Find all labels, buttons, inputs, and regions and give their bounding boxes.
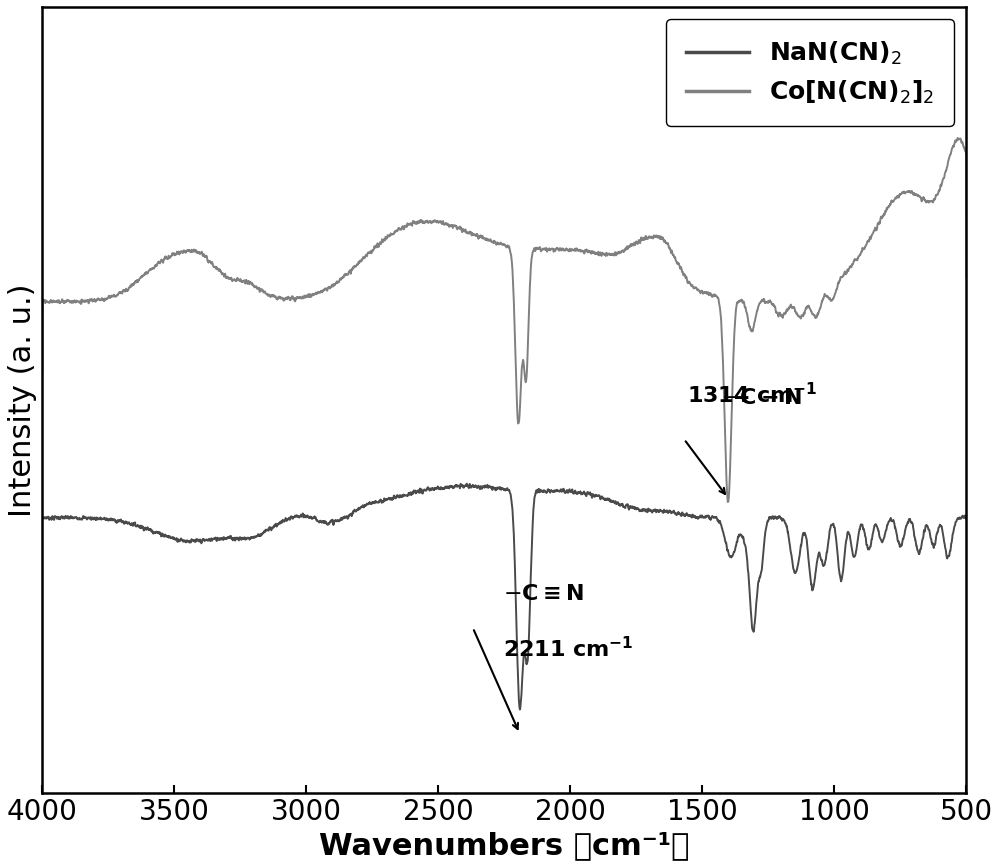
Text: $\mathbf{1314\ cm^{-1}}$: $\mathbf{1314\ cm^{-1}}$: [687, 382, 817, 407]
Text: $-\mathbf{C-N}$: $-\mathbf{C-N}$: [721, 388, 802, 407]
Legend: NaN(CN)$_2$, Co[N(CN)$_2$]$_2$: NaN(CN)$_2$, Co[N(CN)$_2$]$_2$: [666, 19, 954, 127]
Text: $-\mathbf{C{\equiv}N}$: $-\mathbf{C{\equiv}N}$: [503, 584, 584, 604]
X-axis label: Wavenumbers （cm⁻¹）: Wavenumbers （cm⁻¹）: [319, 831, 690, 860]
Y-axis label: Intensity (a. u.): Intensity (a. u.): [8, 283, 37, 517]
Text: $\mathbf{2211\ cm^{-1}}$: $\mathbf{2211\ cm^{-1}}$: [503, 636, 634, 661]
